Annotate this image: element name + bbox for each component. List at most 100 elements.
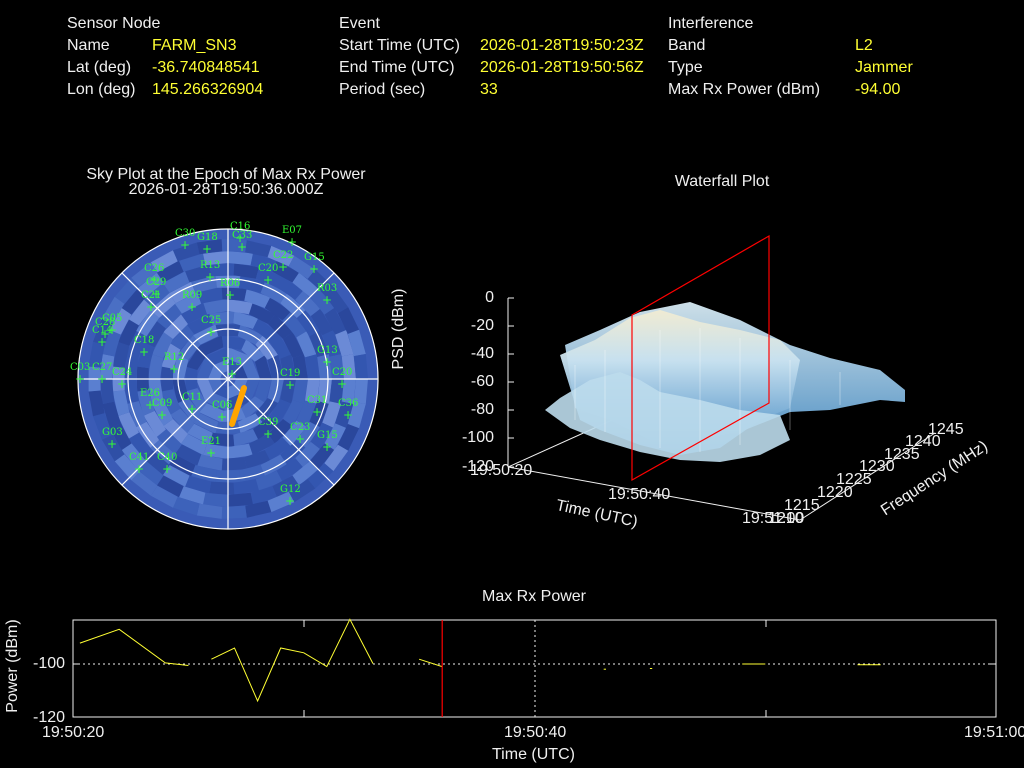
satellite-label: C18 xyxy=(134,335,154,346)
sky-heat-cell xyxy=(208,379,223,394)
satellite-plus: + xyxy=(225,288,235,302)
satellite-marker: G12+ xyxy=(280,484,301,508)
sky-heat-cell xyxy=(170,324,195,350)
sky-heat-cell xyxy=(150,250,178,273)
jammer-track xyxy=(229,385,247,427)
sky-heat-cell xyxy=(161,389,181,415)
sky-heat-cell xyxy=(347,401,366,429)
sky-heat-cell xyxy=(109,307,132,335)
max-rx-line-segment xyxy=(211,618,374,703)
satellite-label: C20 xyxy=(332,367,352,378)
satellite-marker: C19+ xyxy=(280,368,300,392)
sky-heat-cell xyxy=(341,354,356,379)
satellite-marker: C30+ xyxy=(175,228,195,252)
sky-heat-cell xyxy=(121,288,146,315)
sky-heat-cell xyxy=(250,486,277,505)
satellite-label: C03 xyxy=(70,362,90,373)
sky-heat-cell xyxy=(228,359,243,374)
waterfall-z-tickmarks xyxy=(508,297,514,468)
satellite-plus: + xyxy=(146,300,156,314)
sky-heat-cell xyxy=(205,347,228,365)
sky-heat-cell xyxy=(244,450,271,470)
sky-heat-cell xyxy=(296,331,317,358)
sky-heat-cell xyxy=(295,441,321,468)
sky-heat-cell xyxy=(245,500,272,518)
satellite-marker: C29+ xyxy=(146,277,166,301)
satellite-marker: C09+ xyxy=(152,398,172,422)
event-period-label: Period (sec) xyxy=(339,81,426,98)
satellite-marker: E21+ xyxy=(201,436,221,460)
satellite-label: C29 xyxy=(146,277,166,288)
max-rx-chart xyxy=(72,618,997,718)
satellite-label: E26 xyxy=(140,388,160,399)
waterfall-time-tick-2: 19:51:00 xyxy=(742,510,805,527)
waterfall-z-tick: -40 xyxy=(470,345,494,362)
satellite-plus: + xyxy=(97,335,107,349)
sky-heat-cell xyxy=(185,475,212,494)
interference-band-label: Band xyxy=(668,37,706,54)
waterfall-z-tick: -60 xyxy=(470,373,494,390)
satellite-plus: + xyxy=(312,405,322,419)
satellite-plus: + xyxy=(187,402,197,416)
sky-heat-cell xyxy=(121,443,146,470)
satellite-label: G15 xyxy=(304,252,325,263)
satellite-label: C22 xyxy=(273,250,293,261)
max-rx-x-tick-1: 19:50:40 xyxy=(504,724,567,741)
satellite-label: G18 xyxy=(197,232,218,243)
satellite-label: G12 xyxy=(280,484,301,495)
sky-heat-cell xyxy=(131,262,158,287)
satellite-marker: R09+ xyxy=(182,290,202,314)
sky-heat-cell xyxy=(148,379,164,404)
satellite-label: C28 xyxy=(95,317,115,328)
sky-heat-cell xyxy=(249,302,275,324)
sky-heat-cell xyxy=(329,379,344,404)
sky-heat-cell xyxy=(249,434,275,456)
sky-heat-cell xyxy=(197,454,223,471)
satellite-marker: G13+ xyxy=(317,345,338,369)
satellite-plus: + xyxy=(285,494,295,508)
max-rx-x-tick-0: 19:50:20 xyxy=(42,724,105,741)
satellite-markers: C30+G18+C16+C33+E07+C22+G15+R13+C26+C20+… xyxy=(70,221,358,508)
waterfall-z-label: PSD (dBm) xyxy=(390,288,407,370)
sky-heat-cell xyxy=(203,492,228,507)
sensor-lon-value: 145.266326904 xyxy=(152,81,264,98)
sky-heat-cell xyxy=(100,354,115,379)
satellite-label: E21 xyxy=(201,436,221,447)
sky-heat-cell xyxy=(172,354,189,379)
sky-heat-cell xyxy=(255,267,283,288)
sky-heat-cell xyxy=(151,400,173,426)
max-rx-frame xyxy=(72,619,997,718)
sky-heat-cell xyxy=(136,342,155,369)
satellite-label: C27 xyxy=(92,362,112,373)
sky-heat-cell xyxy=(228,299,253,315)
waterfall-time-tick-0: 19:50:20 xyxy=(470,462,533,479)
max-rx-y-tick-1: -120 xyxy=(33,709,66,726)
sky-heat-cell xyxy=(156,429,182,455)
satellite-plus: + xyxy=(100,327,110,341)
satellite-marker: C41+ xyxy=(129,452,149,476)
sky-heat-cell xyxy=(310,308,334,336)
sky-heat-cell xyxy=(196,356,214,379)
sky-heat-cell xyxy=(173,242,200,262)
satellite-label: C25 xyxy=(201,315,221,326)
satellite-marker: R06+ xyxy=(220,278,240,302)
satellite-plus: + xyxy=(322,440,332,454)
sky-heat-cell xyxy=(255,470,283,491)
satellite-marker: C22+ xyxy=(273,250,293,274)
satellite-plus: + xyxy=(134,462,144,476)
sky-heat-cell xyxy=(118,319,139,346)
satellite-label: C06 xyxy=(212,400,232,411)
sky-heat-cell xyxy=(143,410,166,438)
satellite-plus: + xyxy=(285,378,295,392)
waterfall-epoch-plane xyxy=(631,234,770,482)
satellite-label: C21 xyxy=(141,290,161,301)
sky-heat-cell xyxy=(233,311,259,329)
sky-heat-cell xyxy=(174,444,202,466)
satellite-marker: G15+ xyxy=(304,252,325,276)
sky-heat-cell xyxy=(292,272,319,297)
sky-heat-cell xyxy=(337,424,360,451)
sky-heat-cell xyxy=(170,408,195,434)
sky-plot-grid xyxy=(77,228,379,530)
satellite-plus: + xyxy=(217,410,227,424)
sky-heat-cell xyxy=(335,330,354,357)
